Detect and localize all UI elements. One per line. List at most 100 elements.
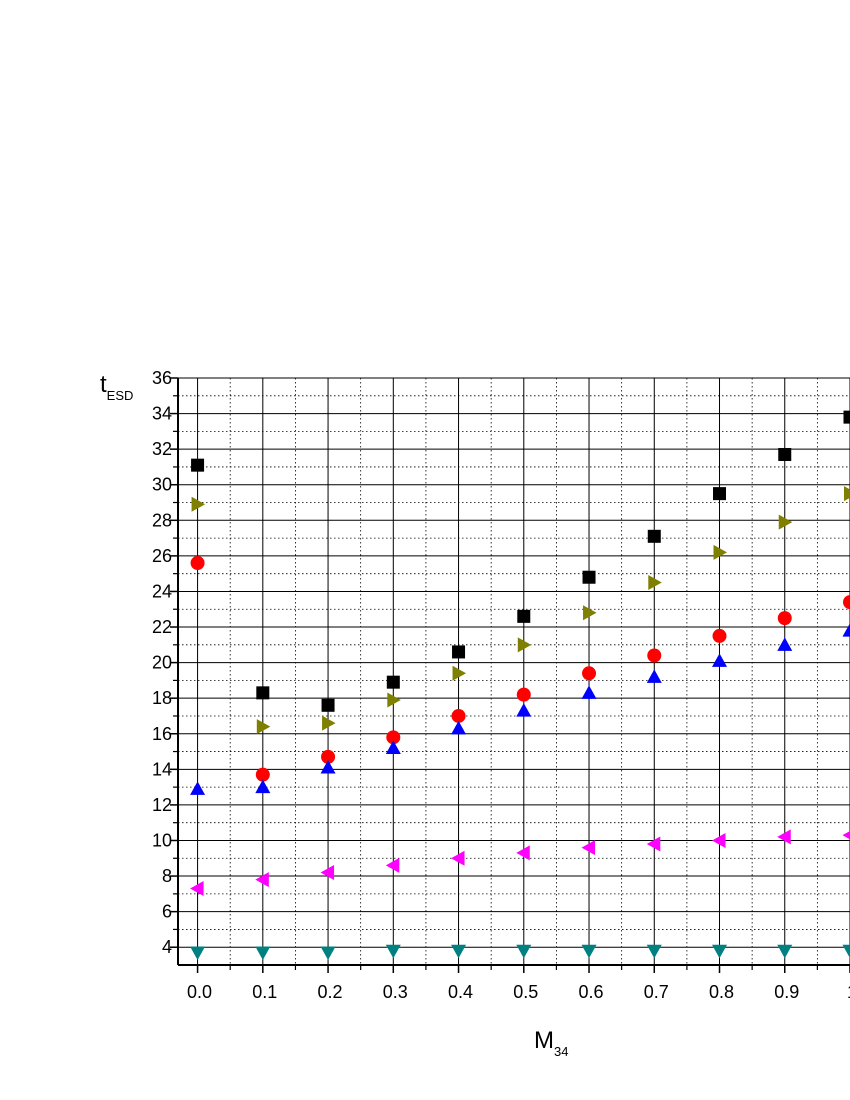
- triangle-right-point: [517, 637, 532, 653]
- triangle-down-point: [190, 946, 206, 961]
- y-tick-label: 30: [152, 475, 172, 495]
- triangle-down-point: [842, 944, 850, 959]
- triangle-up-point: [320, 760, 336, 774]
- x-tick-label: 0.5: [513, 982, 538, 1002]
- triangle-up-point: [255, 779, 271, 794]
- square-point: [386, 675, 400, 689]
- grid: [178, 377, 850, 965]
- triangle-right-point: [452, 665, 467, 681]
- triangle-right-point: [387, 692, 401, 708]
- triangle-down-point: [646, 944, 662, 959]
- y-tick-label: 32: [152, 439, 172, 459]
- circle-point: [321, 749, 336, 764]
- y-tick-label: 8: [162, 866, 172, 886]
- circle-point: [777, 611, 792, 626]
- axes: [177, 378, 850, 966]
- x-tick-label: 0.7: [644, 982, 669, 1002]
- triangle-up-point: [712, 653, 728, 667]
- y-tick-label: 28: [152, 510, 172, 530]
- y-tick-label: 22: [152, 617, 172, 637]
- x-tick-label: 0.3: [383, 982, 408, 1002]
- triangle-up-point: [842, 623, 850, 637]
- triangle-left-point: [385, 857, 400, 873]
- y-tick-label: 4: [162, 937, 172, 957]
- square-point: [582, 570, 596, 584]
- y-tick-label: 26: [152, 546, 172, 566]
- y-tick-label: 16: [152, 724, 172, 744]
- circle-point: [647, 648, 662, 663]
- x-axis-label: M34: [534, 1027, 568, 1059]
- triangle-down-point: [320, 946, 336, 961]
- triangle-left-point: [646, 836, 661, 852]
- triangle-up-point: [516, 703, 532, 717]
- y-tick-label: 12: [152, 795, 172, 815]
- x-tick-label: 0.0: [187, 982, 212, 1002]
- triangle-left-point: [712, 832, 726, 848]
- triangle-down-point: [516, 944, 532, 959]
- triangle-left-point: [842, 830, 850, 840]
- x-tick-label: 0.9: [774, 982, 799, 1002]
- triangle-down-point: [581, 944, 597, 959]
- x-tick-label: 0.8: [709, 982, 734, 1002]
- y-axis-label: tESD: [100, 371, 133, 403]
- x-tick-label: 0.2: [318, 982, 343, 1002]
- triangle-left-point: [255, 872, 269, 888]
- triangle-left-point: [451, 850, 465, 866]
- triangle-up-point: [385, 740, 401, 754]
- y-tick-label: 34: [152, 404, 172, 424]
- circle-point: [582, 666, 597, 681]
- triangle-left-point: [581, 840, 596, 856]
- x-tick-label: 0.6: [579, 982, 604, 1002]
- triangle-up-point: [581, 685, 597, 699]
- y-tick-label: 18: [152, 688, 172, 708]
- circle-point: [255, 767, 270, 782]
- y-tick-label: 10: [152, 830, 172, 850]
- y-axis-label-main: t: [100, 371, 107, 398]
- x-tick-label: 0.1: [252, 982, 277, 1002]
- triangle-left-point: [516, 845, 530, 861]
- square-point: [778, 447, 792, 461]
- y-tick-label: 6: [162, 902, 172, 922]
- triangle-right-point: [256, 719, 271, 735]
- triangle-right-point: [778, 514, 793, 530]
- triangle-right-point: [713, 544, 728, 560]
- square-point: [713, 487, 727, 501]
- triangle-right-point: [583, 605, 597, 621]
- y-tick-label: 20: [152, 653, 172, 673]
- circle-point: [843, 595, 850, 610]
- x-axis-label-main: M: [534, 1027, 554, 1054]
- triangle-up-point: [451, 720, 467, 735]
- data-points: [190, 410, 850, 961]
- x-axis-label-sub: 34: [554, 1044, 568, 1059]
- y-axis-label-sub: ESD: [107, 388, 134, 403]
- triangle-down-point: [712, 944, 728, 959]
- square-point: [517, 609, 531, 623]
- circle-point: [190, 555, 205, 570]
- square-point: [256, 686, 270, 700]
- triangle-down-point: [385, 944, 401, 959]
- triangle-right-point: [191, 496, 206, 512]
- triangle-up-point: [777, 637, 793, 651]
- triangle-left-point: [320, 865, 335, 881]
- circle-point: [516, 687, 531, 702]
- triangle-left-point: [777, 829, 791, 845]
- circle-point: [386, 730, 401, 745]
- square-point: [647, 529, 661, 543]
- square-point: [191, 458, 205, 472]
- y-tick-label: 14: [152, 759, 172, 779]
- triangle-down-point: [451, 944, 467, 959]
- circle-point: [451, 708, 466, 723]
- square-point: [321, 698, 335, 712]
- ticks: 0.00.10.20.30.40.50.60.70.80.91468101214…: [152, 368, 850, 1002]
- y-tick-label: 24: [152, 581, 172, 601]
- triangle-right-point: [322, 715, 336, 731]
- circle-point: [712, 628, 727, 643]
- triangle-down-point: [255, 946, 271, 961]
- square-point: [843, 410, 850, 424]
- triangle-right-point: [648, 575, 662, 591]
- triangle-up-point: [190, 781, 206, 795]
- triangle-left-point: [190, 881, 204, 897]
- triangle-right-point: [844, 486, 850, 502]
- triangle-down-point: [777, 944, 793, 959]
